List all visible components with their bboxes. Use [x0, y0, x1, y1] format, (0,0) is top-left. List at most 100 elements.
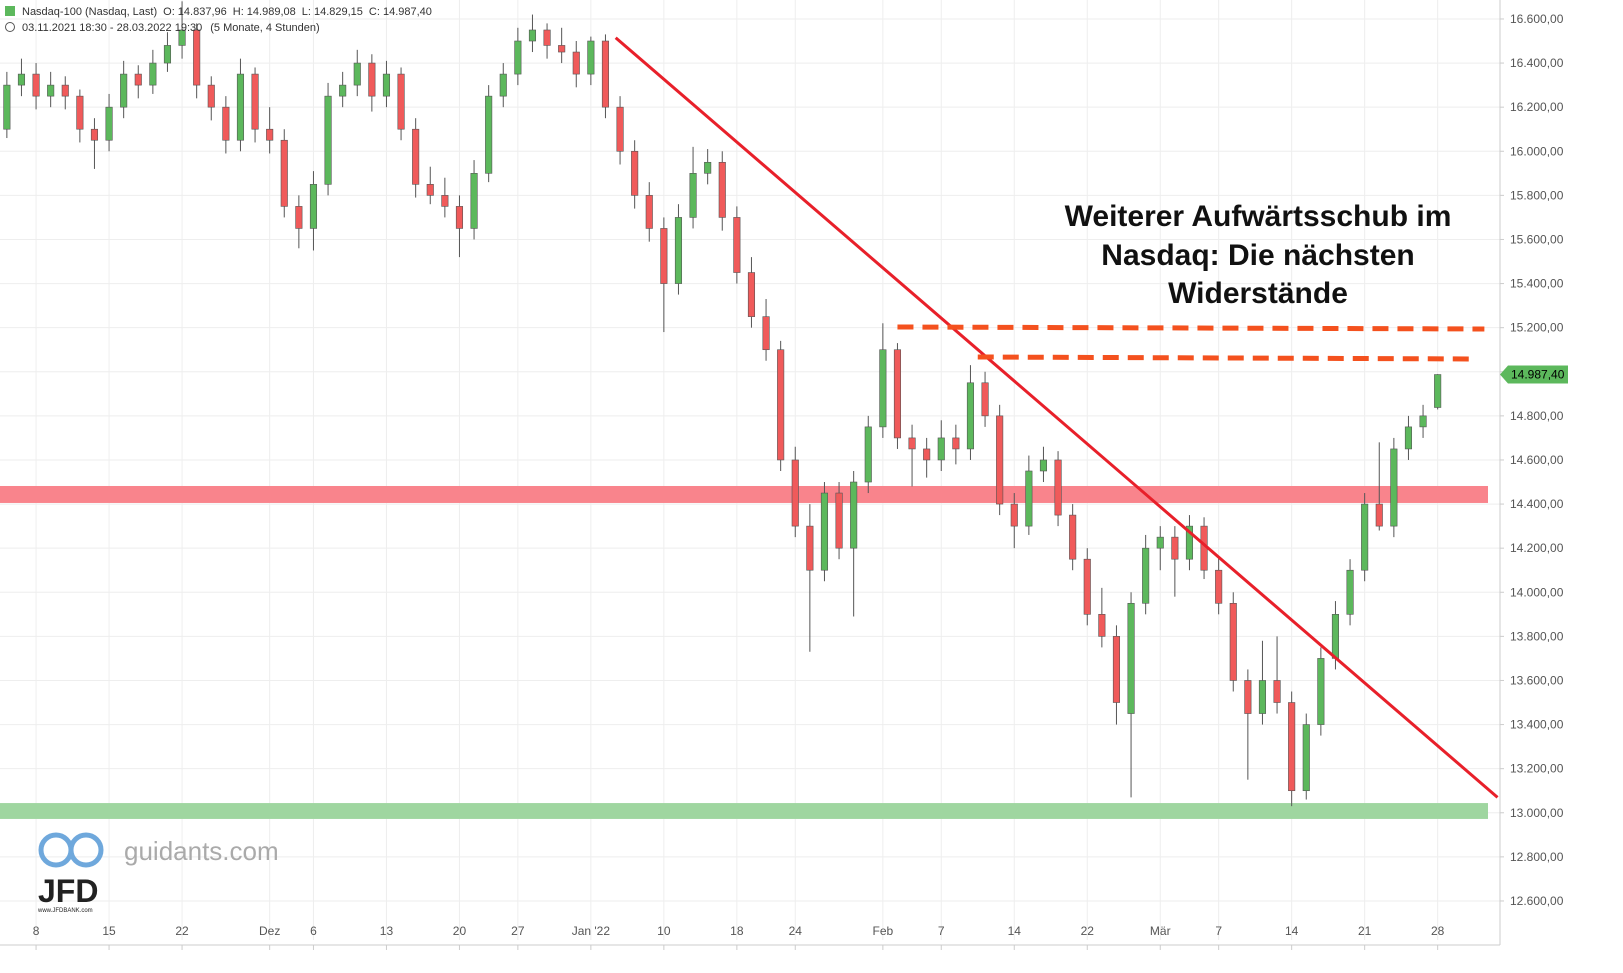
y-tick-label: 12.800,00 — [1510, 850, 1564, 864]
candle-body — [1127, 602, 1135, 714]
candle-body — [1390, 448, 1398, 527]
x-tick-label: 28 — [1431, 924, 1445, 938]
candle-body — [134, 73, 142, 86]
header-value: H: 14.989,08 — [233, 6, 296, 18]
candle-body — [1229, 602, 1237, 681]
x-tick-label: 8 — [33, 924, 40, 938]
candle-body — [791, 459, 799, 527]
x-tick-label: 20 — [453, 924, 467, 938]
price-badge-label: 14.987,40 — [1511, 368, 1565, 382]
clock-icon — [5, 22, 15, 32]
candle-body — [1069, 514, 1077, 560]
annotation-line: Nasdaq: Die nächsten — [1101, 239, 1414, 272]
axes: 12.600,00 12.800,00 13.000,00 13.200,00 13.4… — [33, 12, 1568, 950]
candle-body — [1331, 614, 1340, 659]
x-tick-label: Dez — [259, 924, 280, 938]
candle-body — [587, 40, 595, 75]
candle-body — [207, 84, 215, 108]
candle-body — [514, 40, 522, 75]
candle-body — [76, 95, 84, 130]
candle-body — [426, 184, 434, 196]
candle-body — [820, 492, 829, 571]
candle-body — [747, 272, 756, 317]
logo-ring — [68, 832, 104, 868]
x-tick-label: 22 — [175, 924, 189, 938]
candle-body — [1404, 426, 1413, 450]
candle-body — [704, 161, 712, 174]
candle-body — [835, 492, 843, 549]
candle-body — [1185, 525, 1194, 560]
candle-body — [1317, 658, 1325, 725]
y-tick-label: 14.200,00 — [1510, 541, 1564, 555]
drawings — [614, 36, 1499, 799]
candle-body — [762, 316, 770, 351]
candle-body — [1112, 636, 1121, 703]
y-tick-label: 13.000,00 — [1510, 806, 1564, 820]
candle-body — [1025, 470, 1033, 527]
zone — [0, 803, 1488, 819]
candle-body — [879, 349, 887, 428]
candle-body — [222, 106, 230, 141]
candle-body — [1258, 680, 1267, 714]
candle-body — [1273, 680, 1281, 703]
candle-body — [733, 217, 741, 273]
resistance-line — [977, 354, 1473, 362]
trendline — [614, 36, 1499, 799]
candle-body — [266, 128, 274, 141]
y-tick-label: 14.800,00 — [1510, 409, 1564, 423]
y-tick-label: 13.800,00 — [1510, 629, 1564, 643]
candle-body — [850, 481, 858, 549]
x-tick-label: 22 — [1081, 924, 1095, 938]
candle-body — [485, 95, 493, 174]
header-line: 03.11.2021 18:30 - 28.03.2022 19:30 (5 Mo… — [22, 22, 320, 34]
candle-body — [1171, 536, 1179, 560]
candle-body — [353, 62, 361, 86]
candle-body — [309, 184, 318, 229]
candle-body — [120, 73, 128, 108]
candle-body — [90, 128, 99, 141]
x-tick-label: 15 — [102, 924, 116, 938]
candle-body — [1346, 569, 1354, 615]
candle-body — [631, 150, 639, 196]
candle-body — [193, 29, 201, 86]
annotation-line: Weiterer Aufwärtsschub im — [1065, 200, 1452, 233]
candle-body — [499, 73, 507, 97]
y-tick-label: 14.400,00 — [1510, 497, 1564, 511]
y-tick-label: 16.200,00 — [1510, 100, 1564, 114]
candle-body — [558, 45, 566, 53]
candle-body — [251, 73, 259, 130]
header-value: C: 14.987,40 — [369, 6, 432, 18]
candle-body — [543, 29, 551, 46]
candle-body — [864, 426, 872, 483]
header-value: O: 14.837,96 — [163, 6, 227, 18]
candle-body — [923, 448, 931, 461]
resistance-line — [897, 324, 1485, 332]
y-tick-label: 16.000,00 — [1510, 144, 1564, 158]
candle-body — [280, 139, 288, 207]
x-tick-label: 13 — [380, 924, 394, 938]
candle-body — [1010, 503, 1018, 527]
annotation-line: Widerstände — [1168, 277, 1348, 310]
candle-body — [1375, 503, 1383, 527]
y-tick-label: 13.600,00 — [1510, 673, 1564, 687]
y-tick-label: 15.400,00 — [1510, 277, 1564, 291]
candle-body — [1083, 558, 1091, 615]
candle-body — [163, 45, 172, 64]
candle-body — [412, 128, 420, 185]
header-line: Nasdaq-100 (Nasdaq, Last) O: 14.837,96 H: … — [22, 6, 432, 18]
x-tick-label: 6 — [310, 924, 317, 938]
candle-body — [295, 206, 303, 229]
x-tick-label: 18 — [730, 924, 744, 938]
x-tick-label: Jan '22 — [572, 924, 611, 938]
y-tick-label: 12.600,00 — [1510, 894, 1564, 908]
candle-body — [47, 84, 55, 97]
watermark-site: guidants.com — [124, 836, 279, 866]
candle-body — [660, 228, 668, 284]
candle-body — [1419, 415, 1427, 428]
candle-body — [981, 382, 989, 417]
candle-body — [601, 40, 610, 108]
candle-body — [105, 106, 113, 141]
candles — [3, 1, 1442, 807]
x-tick-label: 24 — [789, 924, 803, 938]
